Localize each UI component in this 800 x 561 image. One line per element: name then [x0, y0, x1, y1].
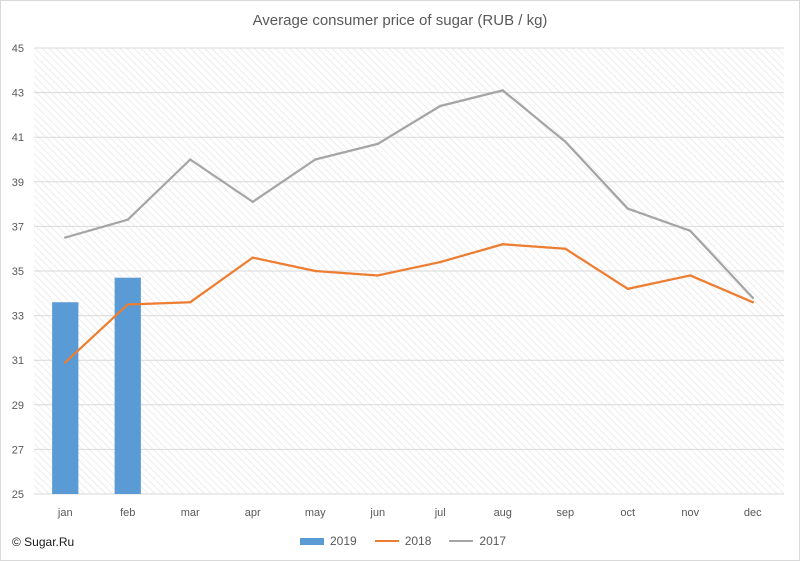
point-2017-jun — [376, 142, 379, 146]
legend-label: 2019 — [330, 534, 357, 548]
x-tick-label: apr — [245, 507, 261, 519]
x-tick-label: sep — [556, 507, 574, 519]
y-tick-label: 29 — [12, 400, 24, 412]
x-tick-label: feb — [120, 507, 135, 519]
watermark-text: © Sugar.Ru — [12, 535, 75, 549]
legend-swatch — [449, 540, 474, 542]
y-tick-label: 43 — [12, 88, 24, 100]
point-2017-jan — [64, 236, 67, 239]
point-2018-mar — [189, 301, 192, 304]
x-axis-ticks: jan feb mar apr may jun jul aug sep oct nov dec — [57, 507, 762, 519]
y-tick-label: 33 — [12, 311, 24, 323]
x-tick-label: jul — [434, 507, 446, 519]
bar-2019-feb — [114, 277, 141, 494]
point-2017-feb — [126, 218, 129, 221]
legend-label: 2018 — [404, 534, 432, 548]
x-tick-label: jun — [369, 507, 385, 519]
y-tick-label: 41 — [12, 132, 24, 144]
y-axis-ticks: 25 27 29 31 33 35 37 39 41 43 45 — [12, 43, 24, 501]
y-tick-label: 35 — [12, 266, 24, 278]
line-series — [64, 89, 754, 364]
x-tick-label: may — [305, 507, 326, 519]
point-2018-nov — [689, 274, 692, 277]
point-2017-mar — [189, 158, 192, 161]
point-2018-sep — [564, 247, 567, 250]
point-2017-dec — [751, 296, 754, 299]
legend-item-2017: 2017 — [449, 534, 506, 548]
line-2018 — [64, 243, 754, 364]
point-2017-jul — [439, 104, 442, 108]
y-tick-label: 45 — [12, 43, 24, 55]
line-2017 — [64, 89, 754, 299]
point-2018-jun — [376, 274, 379, 277]
x-tick-label: nov — [681, 507, 699, 519]
point-2018-dec — [751, 301, 754, 304]
chart-legend: 2019 2018 2017 — [300, 533, 524, 549]
legend-label: 2017 — [479, 534, 507, 548]
point-2017-oct — [626, 207, 629, 210]
bar-2019-jan — [52, 302, 79, 494]
y-tick-label: 39 — [12, 177, 24, 189]
grid-lines — [34, 47, 784, 495]
x-tick-label: dec — [744, 507, 762, 519]
point-2017-aug — [501, 89, 504, 92]
point-2017-may — [314, 158, 317, 161]
point-2018-oct — [626, 287, 629, 291]
x-tick-label: oct — [620, 507, 635, 519]
point-2018-aug — [501, 243, 504, 246]
x-tick-label: aug — [494, 507, 512, 519]
point-2018-jul — [439, 260, 442, 264]
x-tick-label: jan — [57, 507, 73, 519]
legend-swatch — [374, 540, 399, 542]
legend-item-2018: 2018 — [374, 534, 432, 548]
chart-title: Average consumer price of sugar (RUB / k… — [252, 12, 548, 29]
point-2017-sep — [564, 140, 567, 143]
point-2017-apr — [251, 200, 254, 204]
point-2018-apr — [251, 256, 254, 259]
point-2018-jan — [64, 361, 67, 364]
point-2017-nov — [689, 229, 692, 233]
x-tick-label: mar — [181, 507, 200, 519]
y-tick-label: 37 — [12, 221, 24, 233]
y-tick-label: 31 — [12, 355, 24, 367]
point-2018-feb — [126, 303, 129, 306]
legend-swatch — [300, 537, 324, 545]
y-tick-label: 25 — [12, 489, 24, 501]
point-2018-may — [314, 269, 317, 273]
y-tick-label: 27 — [12, 444, 24, 456]
legend-item-2019: 2019 — [300, 534, 357, 548]
